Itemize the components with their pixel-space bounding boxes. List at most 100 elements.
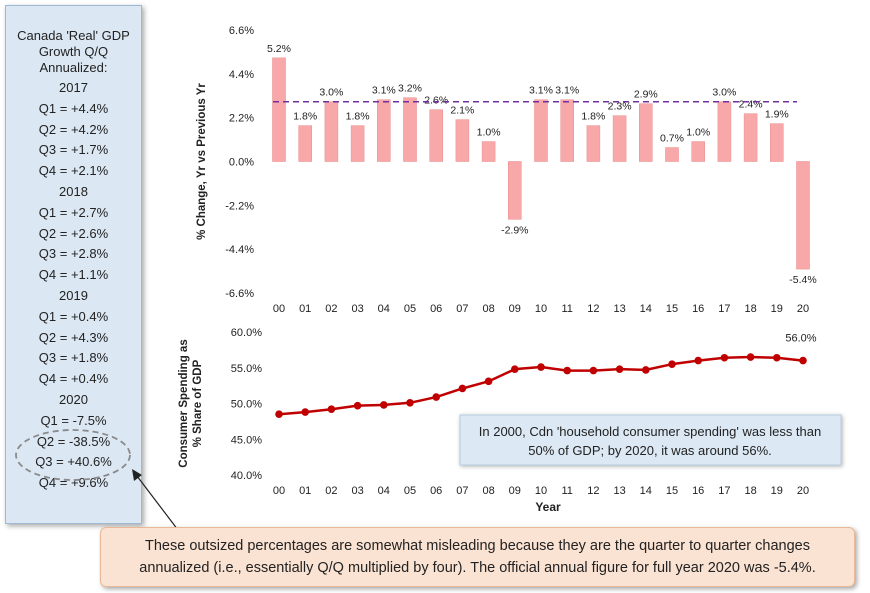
panel-quarter-value: Q1 = -7.5% bbox=[40, 412, 107, 428]
panel-quarter-value: Q1 = +0.4% bbox=[38, 308, 109, 324]
bar bbox=[298, 125, 312, 162]
bar-xtick-label: 19 bbox=[771, 303, 783, 315]
bar-data-label: 1.0% bbox=[686, 127, 710, 139]
line-xtick-label: 02 bbox=[325, 485, 337, 497]
bar-xtick-label: 20 bbox=[797, 303, 809, 315]
bar-data-label: 2.9% bbox=[634, 89, 658, 101]
line-xtick-label: 15 bbox=[666, 485, 678, 497]
line-xtick-label: 05 bbox=[404, 485, 416, 497]
annotation-arrow-head bbox=[132, 469, 142, 481]
panel-title-line: Annualized: bbox=[39, 60, 108, 75]
bar bbox=[639, 103, 653, 162]
bar-xtick-label: 11 bbox=[561, 303, 572, 315]
bar bbox=[586, 125, 601, 162]
bar-data-label: 3.0% bbox=[712, 87, 736, 99]
panel-year-heading: 2020 bbox=[59, 391, 88, 407]
panel-quarter-value: Q2 = -38.5% bbox=[36, 433, 111, 449]
line-xtick-label: 17 bbox=[718, 485, 730, 497]
bar-data-label: 2.1% bbox=[450, 105, 474, 117]
bar-data-label: 1.8% bbox=[346, 111, 370, 123]
line-xtick-label: 07 bbox=[456, 485, 468, 497]
line-point bbox=[563, 366, 571, 375]
callout-text-line-1: In 2000, Cdn 'household consumer spendin… bbox=[479, 424, 821, 439]
line-point bbox=[615, 365, 624, 373]
line-xtick-label: 19 bbox=[771, 485, 783, 497]
line-xtick-label: 12 bbox=[587, 485, 599, 497]
bar bbox=[429, 109, 443, 162]
line-point bbox=[773, 353, 781, 362]
bar bbox=[560, 99, 574, 162]
bar-ytick-label: -2.2% bbox=[225, 200, 254, 212]
bar-data-label: 0.7% bbox=[660, 133, 684, 145]
line-point bbox=[589, 366, 598, 375]
bar-xtick-label: 13 bbox=[613, 303, 625, 315]
line-xtick-label: 08 bbox=[482, 485, 494, 497]
panel-title: Canada 'Real' GDP Growth Q/Q Annualized: bbox=[15, 6, 133, 76]
panel-quarter-value: Q1 = +2.7% bbox=[38, 204, 109, 220]
line-xtick-label: 06 bbox=[430, 485, 442, 497]
bar-data-label: 1.0% bbox=[477, 127, 501, 139]
bar-xtick-label: 07 bbox=[456, 303, 468, 315]
bar-data-label: 3.1% bbox=[529, 85, 553, 97]
bar-data-label: -2.9% bbox=[501, 224, 528, 236]
bar-data-label: 1.8% bbox=[581, 111, 605, 123]
callout-box bbox=[459, 414, 842, 466]
panel-quarter-value: Q4 = +1.1% bbox=[38, 267, 109, 283]
bar bbox=[481, 141, 496, 162]
bar bbox=[272, 57, 286, 162]
bar-xtick-label: 12 bbox=[587, 303, 599, 315]
bar bbox=[508, 161, 522, 220]
line-point bbox=[668, 360, 676, 368]
bar-xtick-label: 14 bbox=[640, 303, 652, 315]
bar-data-label: 2.6% bbox=[424, 95, 448, 107]
line-ylabel: Consumer Spending as% Share of GDP bbox=[178, 339, 204, 467]
line-point bbox=[275, 410, 283, 419]
bar-data-label: 3.2% bbox=[398, 83, 422, 95]
bar bbox=[403, 97, 417, 162]
bar bbox=[377, 99, 391, 162]
line-ytick-label: 45.0% bbox=[231, 434, 262, 446]
line-point bbox=[353, 401, 362, 410]
panel-title-line: Canada 'Real' GDP bbox=[17, 28, 130, 43]
bar-xtick-label: 05 bbox=[404, 303, 416, 315]
line-xtick-label: 03 bbox=[351, 485, 363, 497]
line-xtick-label: 10 bbox=[535, 485, 547, 497]
line-ytick-label: 40.0% bbox=[231, 470, 262, 482]
bar-ytick-label: -6.6% bbox=[225, 288, 254, 300]
line-xtick-label: 01 bbox=[299, 485, 311, 497]
bar bbox=[324, 101, 339, 162]
panel-quarter-value: Q2 = +2.6% bbox=[38, 225, 109, 241]
bar bbox=[743, 113, 758, 162]
bar-xtick-label: 04 bbox=[378, 303, 390, 315]
bar-xtick-label: 15 bbox=[666, 303, 678, 315]
line-xtick-label: 13 bbox=[613, 485, 625, 497]
line-point bbox=[720, 353, 729, 362]
bar bbox=[455, 119, 470, 162]
bar-data-label: 2.3% bbox=[608, 101, 632, 113]
panel-quarter-value: Q4 = +2.1% bbox=[38, 163, 109, 179]
line-point bbox=[432, 393, 441, 401]
panel-quarter-value: Q4 = +0.4% bbox=[38, 371, 109, 387]
line-point bbox=[694, 356, 702, 365]
panel-title-line: Growth Q/Q bbox=[38, 44, 109, 59]
line-xtick-label: 11 bbox=[561, 485, 572, 497]
bar-data-label: 3.1% bbox=[555, 85, 579, 97]
panel-quarter-value: Q3 = +40.6% bbox=[35, 454, 112, 470]
panel-year-heading: 2017 bbox=[59, 80, 88, 95]
line-ytick-label: 50.0% bbox=[231, 399, 262, 411]
bar bbox=[770, 123, 784, 162]
bar bbox=[717, 101, 732, 162]
footnote-box: These outsized percentages are somewhat … bbox=[100, 527, 855, 587]
line-point bbox=[458, 384, 467, 393]
bar-xtick-label: 08 bbox=[482, 303, 494, 315]
line-xlabel: Year bbox=[535, 500, 561, 514]
callout-text-line-2: 50% of GDP; by 2020, it was around 56%. bbox=[528, 443, 772, 458]
line-point bbox=[301, 408, 310, 416]
line-point bbox=[406, 398, 414, 407]
panel-quarter-value: Q3 = +1.7% bbox=[38, 142, 109, 158]
bar-xtick-label: 02 bbox=[325, 303, 337, 315]
bar-ytick-label: 6.6% bbox=[229, 25, 254, 37]
panel-lines: 2017 Q1 = +4.4% Q2 = +4.2% Q3 = +1.7% Q4 = +… bbox=[6, 78, 141, 494]
panel-quarter-value: Q2 = +4.3% bbox=[38, 329, 109, 345]
